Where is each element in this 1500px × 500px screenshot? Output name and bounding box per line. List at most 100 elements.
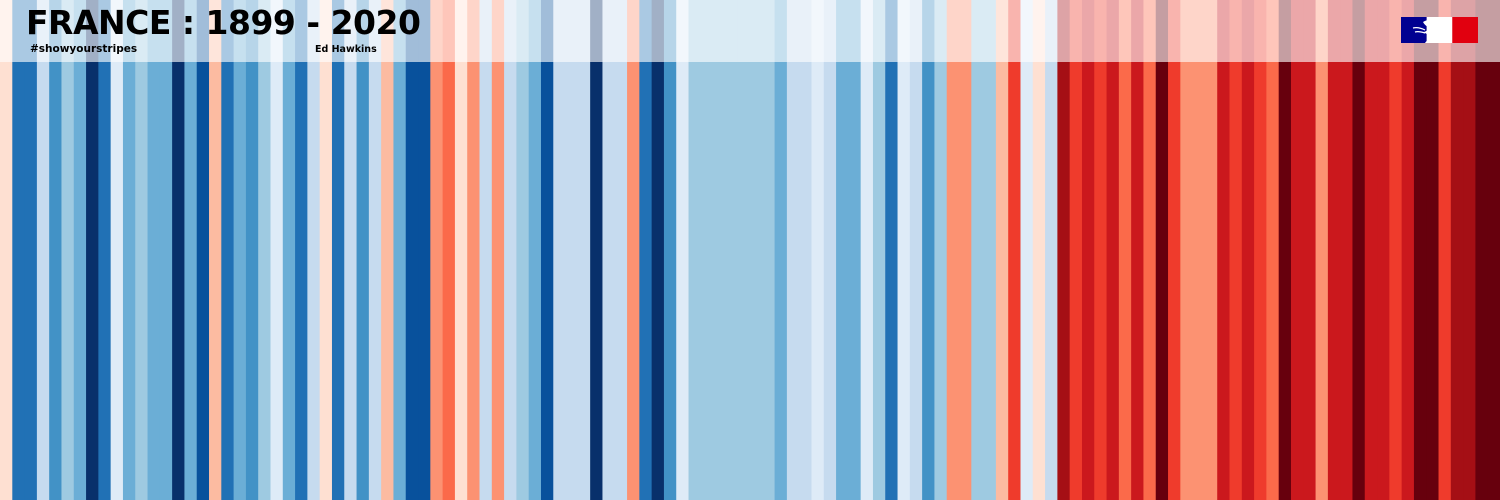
- stripe-1929: [368, 0, 382, 500]
- stripe-1917: [221, 0, 235, 500]
- stripe-2010: [1364, 0, 1378, 500]
- stripe-1912: [159, 0, 173, 500]
- stripe-2002: [1266, 0, 1280, 500]
- stripe-1962: [774, 0, 788, 500]
- stripe-1905: [73, 0, 87, 500]
- stripe-1976: [946, 0, 960, 500]
- stripe-1927: [344, 0, 358, 500]
- stripe-1931: [393, 0, 407, 500]
- stripe-2005: [1303, 0, 1317, 500]
- stripe-1968: [848, 0, 862, 500]
- stripe-1981: [1008, 0, 1022, 500]
- stripe-1943: [540, 0, 554, 500]
- stripe-1953: [663, 0, 677, 500]
- stripe-1966: [823, 0, 837, 500]
- stripe-1932: [405, 0, 419, 500]
- stripe-1969: [860, 0, 874, 500]
- stripe-1948: [602, 0, 616, 500]
- stripe-1920: [258, 0, 272, 500]
- stripe-1967: [836, 0, 849, 500]
- stripe-1899: [0, 0, 13, 500]
- stripe-1916: [209, 0, 222, 500]
- stripe-1926: [331, 0, 345, 500]
- stripe-1978: [971, 0, 985, 500]
- stripe-1964: [799, 0, 813, 500]
- stripe-1961: [762, 0, 776, 500]
- stripe-1945: [565, 0, 579, 500]
- stripe-1975: [934, 0, 948, 500]
- stripe-1924: [307, 0, 321, 500]
- stripe-1977: [959, 0, 972, 500]
- stripe-1988: [1094, 0, 1108, 500]
- stripe-1925: [319, 0, 333, 500]
- stripe-2003: [1278, 0, 1292, 500]
- stripe-2006: [1315, 0, 1329, 500]
- stripe-2000: [1241, 0, 1255, 500]
- stripe-2004: [1290, 0, 1304, 500]
- stripe-1913: [172, 0, 186, 500]
- stripe-1952: [651, 0, 665, 500]
- stripe-1914: [184, 0, 198, 500]
- stripe-2016: [1438, 0, 1452, 500]
- stripe-2015: [1426, 0, 1440, 500]
- stripe-1908: [110, 0, 124, 500]
- stripe-1970: [872, 0, 886, 500]
- stripe-2014: [1413, 0, 1427, 500]
- stripe-1960: [750, 0, 763, 500]
- stripe-1936: [454, 0, 468, 500]
- stripe-1935: [442, 0, 456, 500]
- stripe-2012: [1389, 0, 1403, 500]
- stripe-1947: [590, 0, 604, 500]
- stripe-1942: [528, 0, 542, 500]
- logo-marianne-profile: [1423, 19, 1447, 43]
- stripe-2007: [1327, 0, 1341, 500]
- stripe-1954: [676, 0, 690, 500]
- stripe-1980: [995, 0, 1009, 500]
- stripe-1973: [909, 0, 923, 500]
- stripe-1918: [233, 0, 247, 500]
- stripe-1983: [1032, 0, 1046, 500]
- stripe-1991: [1131, 0, 1145, 500]
- stripe-1950: [627, 0, 640, 500]
- stripe-1949: [614, 0, 628, 500]
- stripe-2009: [1352, 0, 1366, 500]
- stripe-1903: [49, 0, 63, 500]
- stripe-1902: [36, 0, 50, 500]
- logo-blue-band: [1401, 17, 1427, 43]
- stripe-1934: [430, 0, 444, 500]
- stripe-1992: [1143, 0, 1157, 500]
- stripe-2001: [1254, 0, 1267, 500]
- stripe-1990: [1118, 0, 1132, 500]
- stripe-1996: [1192, 0, 1206, 500]
- stripe-2008: [1340, 0, 1354, 500]
- author-credit: Ed Hawkins: [315, 44, 377, 55]
- stripe-1930: [381, 0, 395, 500]
- stripe-1919: [245, 0, 259, 500]
- stripe-1963: [786, 0, 800, 500]
- stripe-1910: [135, 0, 149, 500]
- stripe-1989: [1106, 0, 1120, 500]
- stripe-2011: [1377, 0, 1390, 500]
- marianne-logo-icon: [1401, 17, 1478, 43]
- stripe-1938: [479, 0, 493, 500]
- stripe-1987: [1081, 0, 1095, 500]
- stripe-1985: [1057, 0, 1071, 500]
- stripe-1956: [700, 0, 714, 500]
- stripe-1995: [1180, 0, 1194, 500]
- stripe-1984: [1045, 0, 1058, 500]
- stripe-1999: [1229, 0, 1243, 500]
- stripe-2018: [1463, 0, 1477, 500]
- stripe-1906: [86, 0, 99, 500]
- stripe-1937: [467, 0, 481, 500]
- logo-hair-stroke: [1412, 27, 1426, 34]
- stripe-1928: [356, 0, 370, 500]
- stripe-1901: [24, 0, 38, 500]
- stripe-1900: [12, 0, 26, 500]
- stripe-1921: [270, 0, 284, 500]
- stripe-1986: [1069, 0, 1083, 500]
- stripe-1965: [811, 0, 825, 500]
- chart-title: FRANCE : 1899 - 2020: [26, 3, 421, 42]
- stripe-1904: [61, 0, 75, 500]
- stripe-1940: [504, 0, 517, 500]
